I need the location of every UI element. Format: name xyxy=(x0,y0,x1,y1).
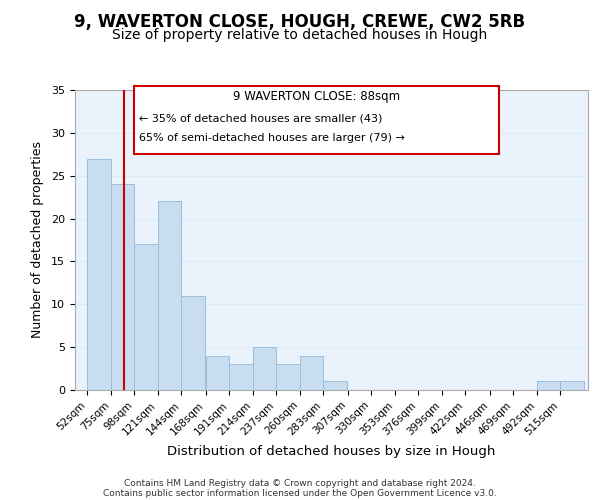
Bar xyxy=(323,382,347,390)
Text: 65% of semi-detached houses are larger (79) →: 65% of semi-detached houses are larger (… xyxy=(139,133,405,143)
Bar xyxy=(253,347,277,390)
Bar xyxy=(537,382,560,390)
Bar xyxy=(158,202,181,390)
Text: 9, WAVERTON CLOSE, HOUGH, CREWE, CW2 5RB: 9, WAVERTON CLOSE, HOUGH, CREWE, CW2 5RB xyxy=(74,12,526,30)
Text: 9 WAVERTON CLOSE: 88sqm: 9 WAVERTON CLOSE: 88sqm xyxy=(233,90,400,103)
Bar xyxy=(229,364,253,390)
Text: ← 35% of detached houses are smaller (43): ← 35% of detached houses are smaller (43… xyxy=(139,113,383,123)
Bar xyxy=(206,356,229,390)
Bar xyxy=(111,184,134,390)
Text: Size of property relative to detached houses in Hough: Size of property relative to detached ho… xyxy=(112,28,488,42)
Y-axis label: Number of detached properties: Number of detached properties xyxy=(31,142,44,338)
Bar xyxy=(87,158,111,390)
X-axis label: Distribution of detached houses by size in Hough: Distribution of detached houses by size … xyxy=(167,445,496,458)
Bar xyxy=(300,356,323,390)
Bar xyxy=(134,244,158,390)
Text: Contains HM Land Registry data © Crown copyright and database right 2024.: Contains HM Land Registry data © Crown c… xyxy=(124,478,476,488)
Bar xyxy=(134,86,499,154)
Bar xyxy=(560,382,584,390)
Text: Contains public sector information licensed under the Open Government Licence v3: Contains public sector information licen… xyxy=(103,490,497,498)
Bar xyxy=(277,364,300,390)
Bar xyxy=(181,296,205,390)
